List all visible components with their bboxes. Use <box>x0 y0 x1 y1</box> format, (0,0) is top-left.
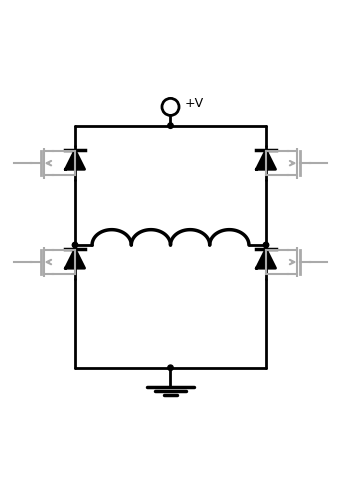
Polygon shape <box>65 150 85 170</box>
Text: +V: +V <box>184 97 203 110</box>
Circle shape <box>168 365 173 370</box>
Circle shape <box>168 123 173 128</box>
Polygon shape <box>256 249 276 268</box>
Circle shape <box>263 242 269 248</box>
Polygon shape <box>65 249 85 268</box>
Polygon shape <box>256 150 276 170</box>
Circle shape <box>72 242 78 248</box>
